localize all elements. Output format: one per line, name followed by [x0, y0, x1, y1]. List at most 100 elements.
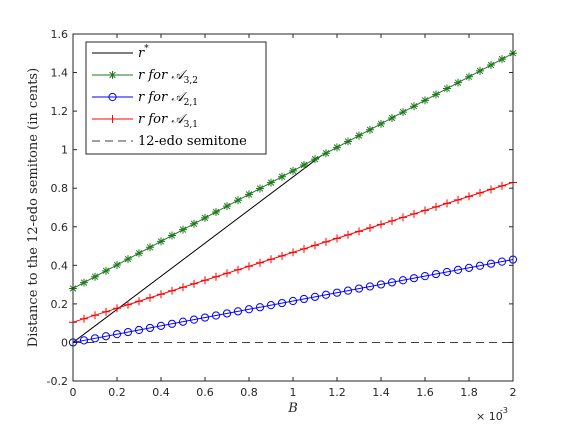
data-point [289, 248, 297, 257]
data-point [366, 125, 374, 134]
data-point [267, 178, 275, 187]
data-point [432, 202, 440, 211]
data-point [321, 290, 331, 299]
data-point [454, 195, 462, 204]
x-tick-label: 1.2 [328, 386, 346, 399]
data-point [168, 231, 176, 240]
x-tick-label: 0.8 [240, 386, 258, 399]
series-3 [69, 178, 517, 327]
data-point [112, 330, 122, 339]
x-exponent-base: × 10 [476, 410, 503, 423]
data-point [245, 262, 253, 271]
data-point [300, 160, 308, 169]
data-point [79, 336, 89, 345]
x-tick-label: 2 [510, 386, 517, 399]
data-point [211, 311, 221, 320]
data-point [124, 255, 132, 264]
series-line [72, 155, 322, 343]
data-point [266, 301, 276, 310]
legend-entry: r for 𝒜3,1 [92, 112, 198, 130]
x-tick-label: 0.4 [152, 386, 170, 399]
x-tick-label: 1.8 [460, 386, 478, 399]
data-point [421, 96, 429, 105]
data-point [465, 192, 473, 201]
data-point [388, 113, 396, 122]
data-point [366, 223, 374, 232]
data-point [108, 71, 117, 79]
legend-entry: 12-edo semitone [92, 134, 247, 149]
data-point [410, 209, 418, 218]
data-point [244, 305, 254, 314]
data-point [333, 143, 341, 152]
data-point [399, 213, 407, 222]
data-point [91, 311, 99, 320]
x-tick-label: 1.4 [372, 386, 390, 399]
data-point [300, 244, 308, 253]
data-point [134, 325, 144, 335]
data-point [420, 272, 430, 281]
data-point [179, 283, 187, 292]
data-point [399, 108, 407, 117]
data-point [234, 196, 242, 205]
data-point [277, 298, 287, 308]
data-point [365, 282, 375, 291]
data-point [344, 137, 352, 146]
data-point [355, 227, 363, 236]
data-point [212, 208, 220, 217]
data-point [201, 213, 209, 222]
data-point [108, 92, 117, 102]
data-point [90, 334, 100, 343]
data-point [421, 206, 429, 215]
data-point [179, 225, 187, 234]
data-point [145, 323, 155, 333]
data-point [223, 202, 231, 211]
data-point [442, 267, 452, 277]
data-point [464, 263, 474, 272]
data-point [267, 255, 275, 264]
data-point [113, 304, 121, 313]
data-point [310, 292, 320, 301]
data-point [376, 280, 386, 289]
data-point [409, 274, 419, 283]
x-tick-label: 1 [290, 386, 297, 399]
data-point [101, 332, 111, 341]
y-tick-label: 1 [61, 144, 68, 157]
data-point [497, 257, 507, 266]
data-point [498, 181, 506, 190]
data-point [432, 90, 440, 99]
data-point [333, 234, 341, 243]
data-point [123, 327, 133, 337]
data-point [355, 131, 363, 140]
data-point [102, 307, 110, 316]
data-point [135, 249, 143, 258]
data-point [354, 284, 364, 293]
data-point [190, 219, 198, 228]
y-tick-label: 1.6 [51, 28, 69, 41]
legend-label: r* [138, 44, 149, 61]
data-point [124, 300, 132, 309]
data-point [234, 265, 242, 274]
data-point [233, 307, 243, 316]
legend-entry: r for 𝒜2,1 [92, 90, 198, 108]
data-point [299, 294, 309, 304]
data-point [146, 243, 154, 252]
data-point [311, 241, 319, 250]
series-layer [68, 49, 518, 347]
data-point [465, 72, 473, 81]
x-axis-label: B [287, 401, 298, 416]
data-point [443, 199, 451, 208]
data-point [344, 230, 352, 239]
y-tick-label: -0.2 [47, 375, 68, 388]
legend-entry: r* [92, 44, 149, 61]
data-point [222, 309, 232, 318]
data-point [108, 115, 117, 123]
legend-entry: r for 𝒜3,2 [92, 68, 198, 86]
data-point [189, 315, 199, 324]
data-point [278, 172, 286, 181]
axes-layer: 0 0.2 0.4 0.6 0.8 1 1.2 1.4 1.6 1.8 2-0.200.20.40.… [47, 28, 517, 399]
data-point [288, 296, 298, 306]
data-point [410, 102, 418, 111]
data-point [91, 272, 99, 281]
